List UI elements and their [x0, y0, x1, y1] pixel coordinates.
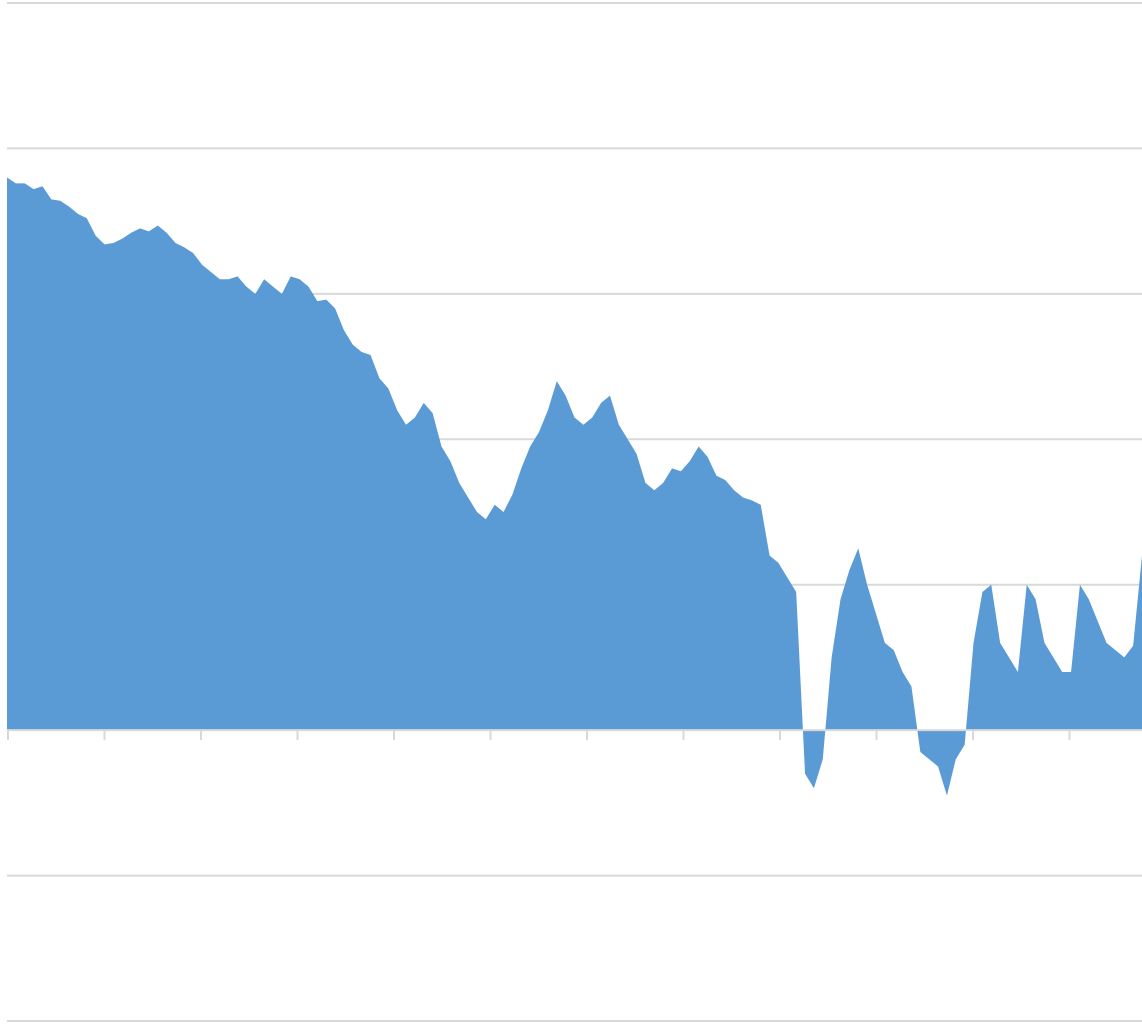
area-fill: [7, 177, 1142, 796]
x-axis: [7, 729, 1142, 741]
area-series: [7, 177, 1142, 796]
